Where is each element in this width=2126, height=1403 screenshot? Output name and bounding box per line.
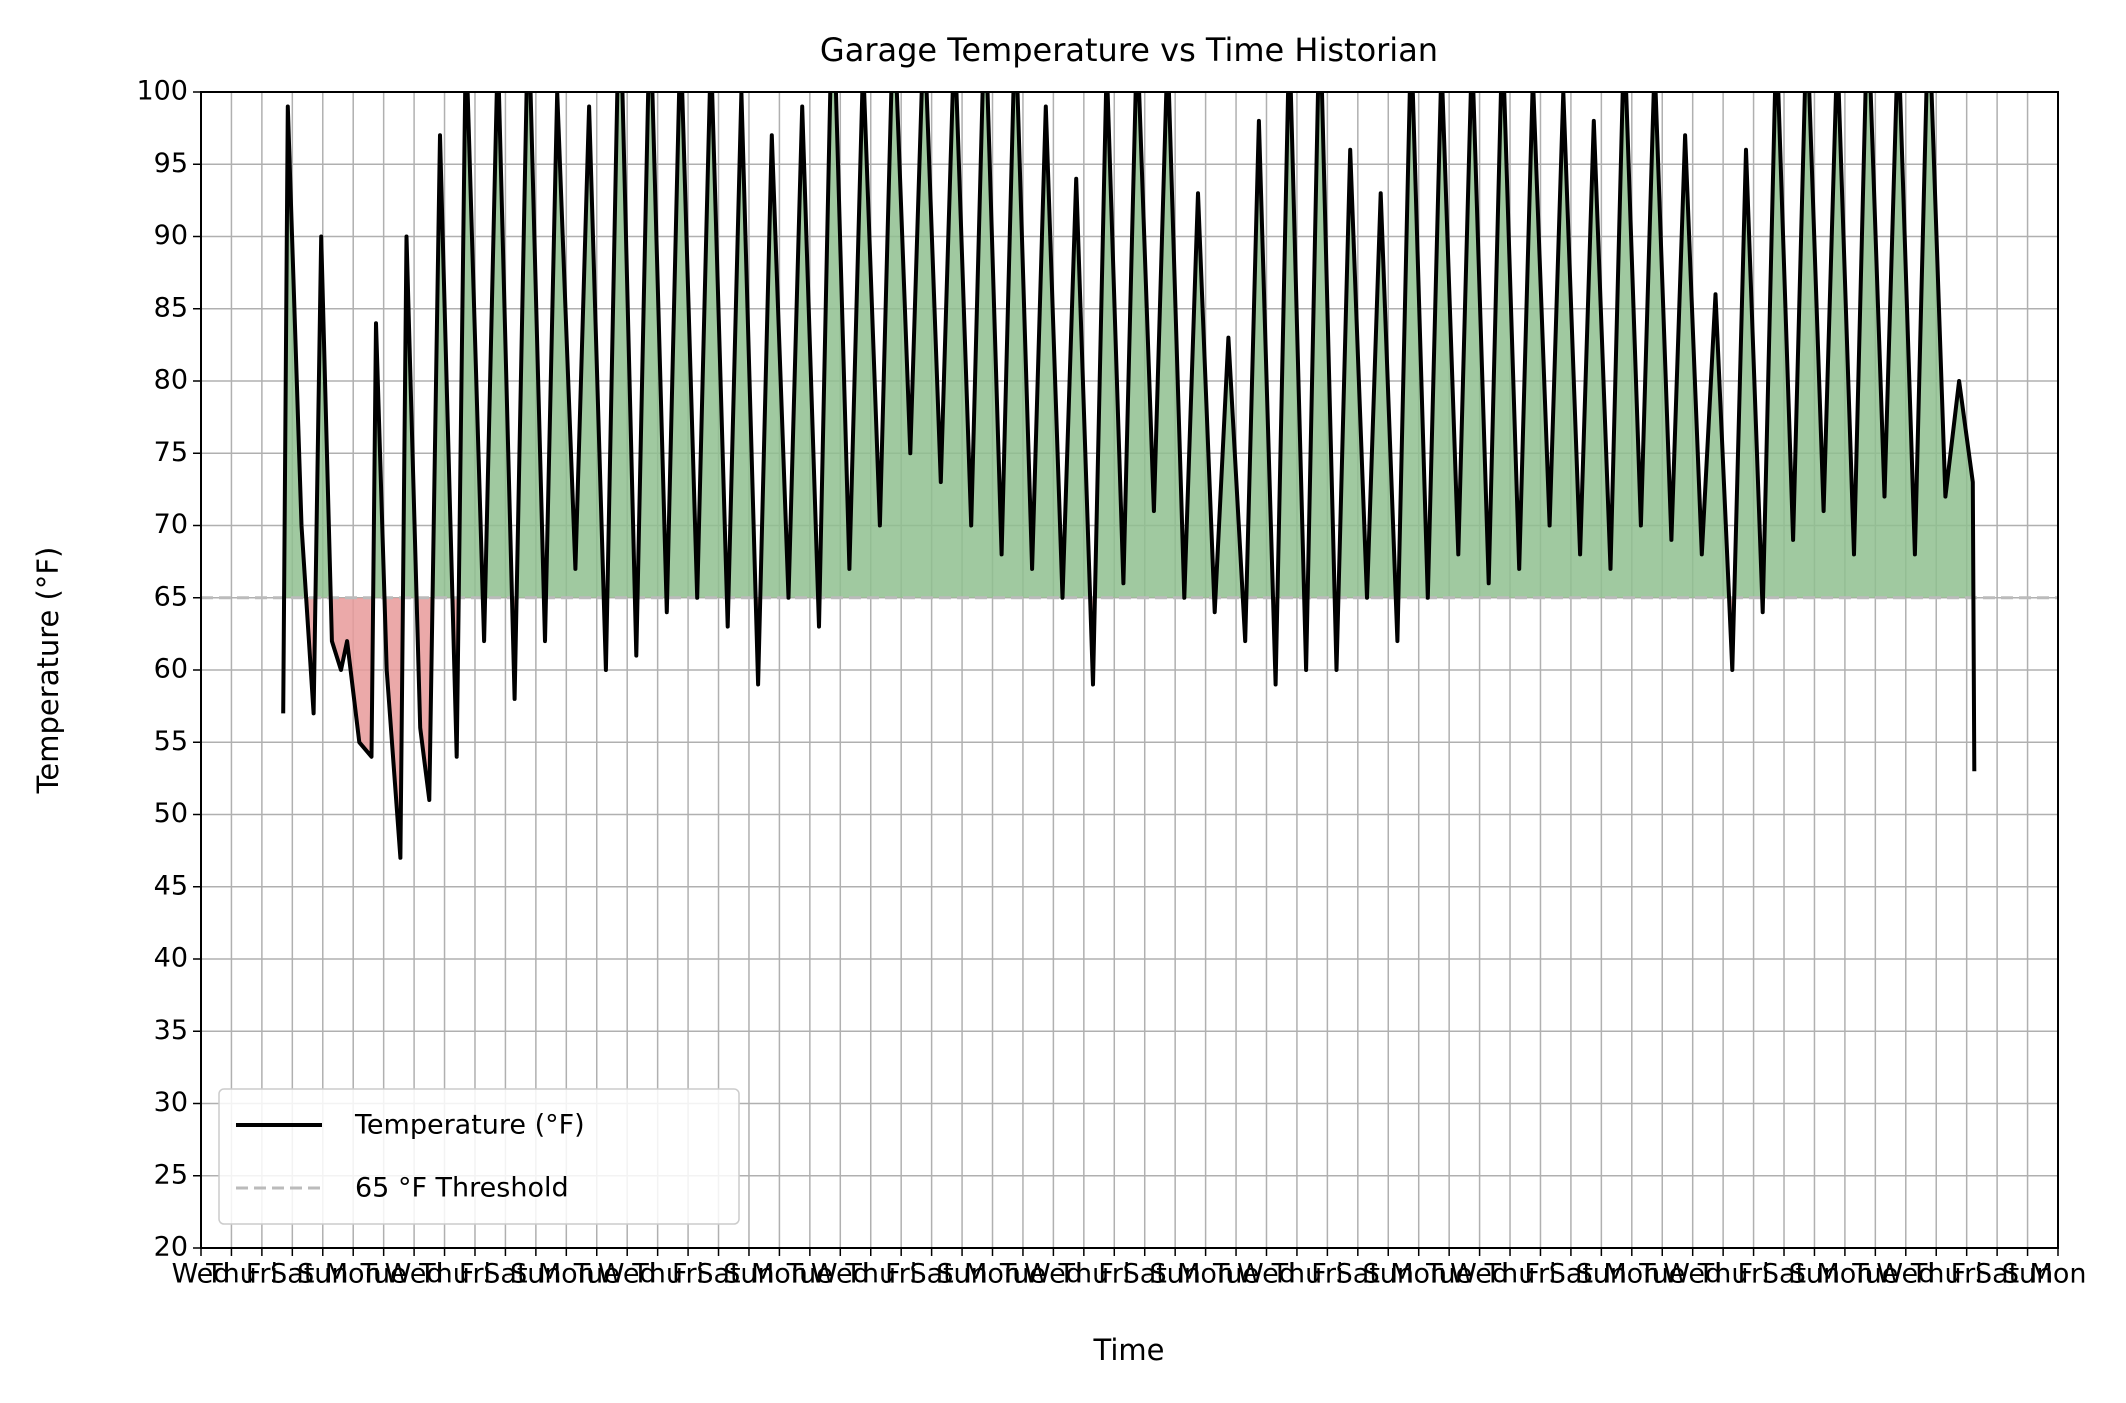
y-tick-label: 45 bbox=[154, 870, 188, 901]
x-tick-label: Thu bbox=[1271, 1259, 1323, 1290]
y-tick-label: 90 bbox=[154, 220, 188, 251]
x-tick-label: Wed bbox=[1024, 1259, 1083, 1290]
y-tick-label: 100 bbox=[136, 76, 188, 107]
x-tick-label: Mon bbox=[1603, 1259, 1660, 1290]
x-tick-label: Sun bbox=[1149, 1259, 1200, 1290]
x-tick-label: Mon bbox=[1390, 1259, 1447, 1290]
lines bbox=[201, 92, 2058, 860]
x-tick-label: Sat bbox=[270, 1259, 314, 1290]
y-axis-label: Temperature (°F) bbox=[31, 547, 65, 795]
x-tick-label: Wed bbox=[385, 1259, 444, 1290]
x-tick-label: Wed bbox=[1663, 1259, 1722, 1290]
x-tick-label: Sat bbox=[1123, 1259, 1167, 1290]
x-tick-label: Mon bbox=[751, 1259, 808, 1290]
x-tick-label: Sun bbox=[297, 1259, 348, 1290]
x-tick-label: Tue bbox=[999, 1259, 1046, 1290]
x-tick-label: Wed bbox=[1876, 1259, 1935, 1290]
x-tick-label: Fri bbox=[459, 1259, 491, 1290]
x-tick-label: Wed bbox=[1237, 1259, 1296, 1290]
legend-label: 65 °F Threshold bbox=[355, 1173, 569, 1204]
x-tick-label: Tue bbox=[1851, 1259, 1898, 1290]
x-tick-label: Wed bbox=[811, 1259, 870, 1290]
x-tick-label: Wed bbox=[1450, 1259, 1509, 1290]
x-tick-label: Fri bbox=[1524, 1259, 1556, 1290]
x-tick-label: Thu bbox=[205, 1259, 257, 1290]
x-tick-label: Thu bbox=[1697, 1259, 1749, 1290]
x-tick-label: Fri bbox=[1737, 1259, 1769, 1290]
x-tick-label: Sat bbox=[1549, 1259, 1593, 1290]
x-tick-label: Sat bbox=[483, 1259, 527, 1290]
x-tick-label: Tue bbox=[1638, 1259, 1685, 1290]
x-tick-label: Sun bbox=[1789, 1259, 1840, 1290]
y-tick-label: 65 bbox=[154, 581, 188, 612]
y-tick-label: 95 bbox=[154, 148, 188, 179]
x-tick-label: Mon bbox=[1177, 1259, 1234, 1290]
x-tick-label: Sat bbox=[1762, 1259, 1806, 1290]
x-tick-label: Thu bbox=[1057, 1259, 1109, 1290]
y-tick-label: 55 bbox=[154, 726, 188, 757]
x-tick-label: Fri bbox=[1311, 1259, 1343, 1290]
x-tick-label: Fri bbox=[885, 1259, 917, 1290]
x-tick-label: Sun bbox=[2002, 1259, 2053, 1290]
x-axis-label: Time bbox=[1093, 1333, 1165, 1367]
x-tick-label: Thu bbox=[1484, 1259, 1536, 1290]
x-tick-label: Sat bbox=[909, 1259, 953, 1290]
y-tick-label: 75 bbox=[154, 437, 188, 468]
y-tick-label: 85 bbox=[154, 292, 188, 323]
y-tick-label: 80 bbox=[154, 365, 188, 396]
x-tick-label: Sun bbox=[1363, 1259, 1414, 1290]
x-tick-label: Mon bbox=[2030, 1259, 2087, 1290]
x-tick-label: Sat bbox=[696, 1259, 740, 1290]
y-tick-label: 70 bbox=[154, 509, 188, 540]
legend: Temperature (°F) 65 °F Threshold bbox=[218, 1088, 740, 1225]
x-tick-label: Tue bbox=[360, 1259, 407, 1290]
y-tick-label: 25 bbox=[154, 1159, 188, 1190]
x-tick-label: Thu bbox=[418, 1259, 470, 1290]
x-tick-label: Mon bbox=[1816, 1259, 1873, 1290]
legend-label: Temperature (°F) bbox=[354, 1110, 585, 1141]
x-tick-label: Sun bbox=[936, 1259, 987, 1290]
x-tick-label: Thu bbox=[844, 1259, 896, 1290]
x-tick-label: Thu bbox=[631, 1259, 683, 1290]
chart-title: Garage Temperature vs Time Historian bbox=[820, 31, 1438, 69]
x-tick-label: Tue bbox=[786, 1259, 833, 1290]
y-tick-label: 30 bbox=[154, 1087, 188, 1118]
x-tick-label: Sat bbox=[1975, 1259, 2019, 1290]
x-tick-label: Tue bbox=[573, 1259, 620, 1290]
x-tick-label: Mon bbox=[325, 1259, 382, 1290]
ticks: 20253035404550556065707580859095100WedTh… bbox=[136, 76, 2086, 1290]
x-tick-label: Wed bbox=[172, 1259, 231, 1290]
x-tick-label: Thu bbox=[1910, 1259, 1962, 1290]
y-tick-label: 50 bbox=[154, 798, 188, 829]
x-tick-label: Fri bbox=[1951, 1259, 1983, 1290]
x-tick-label: Wed bbox=[598, 1259, 657, 1290]
x-tick-label: Tue bbox=[1425, 1259, 1472, 1290]
temperature-line bbox=[281, 92, 1977, 860]
x-tick-label: Mon bbox=[964, 1259, 1021, 1290]
x-tick-label: Sun bbox=[1576, 1259, 1627, 1290]
x-tick-label: Sat bbox=[1336, 1259, 1380, 1290]
x-tick-label: Sun bbox=[723, 1259, 774, 1290]
x-tick-label: Fri bbox=[246, 1259, 278, 1290]
x-tick-label: Fri bbox=[1098, 1259, 1130, 1290]
x-tick-label: Tue bbox=[1212, 1259, 1259, 1290]
x-tick-label: Sun bbox=[510, 1259, 561, 1290]
legend-box bbox=[218, 1088, 740, 1225]
x-tick-label: Mon bbox=[538, 1259, 595, 1290]
y-tick-label: 20 bbox=[154, 1232, 188, 1263]
y-tick-label: 60 bbox=[154, 654, 188, 685]
x-tick-label: Fri bbox=[672, 1259, 704, 1290]
y-tick-label: 40 bbox=[154, 943, 188, 974]
y-tick-label: 35 bbox=[154, 1015, 188, 1046]
